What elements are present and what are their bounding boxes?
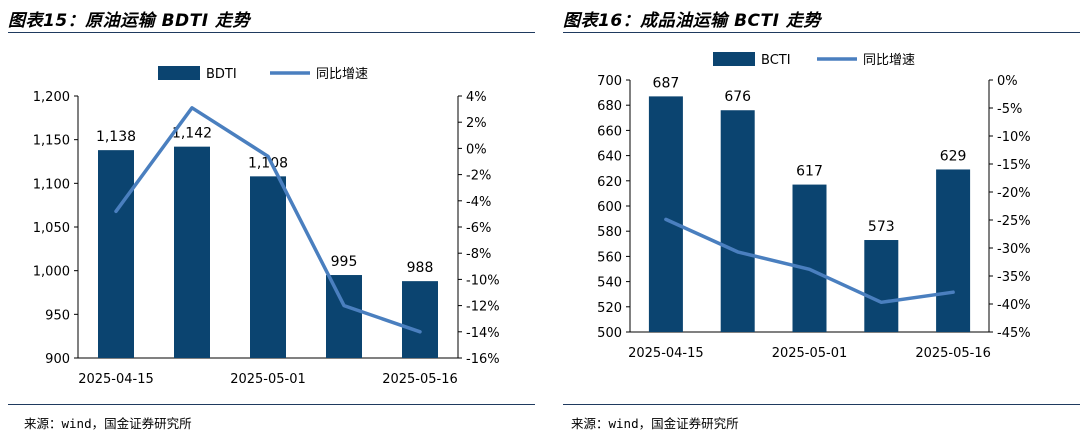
bar-value-label: 995: [331, 254, 358, 270]
y-tick-label: 580: [597, 225, 622, 240]
x-tick-label: 2025-05-01: [772, 346, 848, 361]
y2-tick-label: 0%: [466, 142, 487, 157]
y2-tick-label: -25%: [997, 214, 1031, 229]
chart-panel-bcti: 图表16：成品油运输 BCTI 走势 500 520 540 560 580 600 620…: [543, 0, 1086, 436]
yoy-growth-line: [664, 217, 955, 305]
y2-tick-label: -15%: [997, 158, 1031, 173]
x-tick-label: 2025-05-01: [230, 372, 306, 387]
y-tick-label: 600: [597, 200, 622, 215]
y2-tick-label: -45%: [997, 326, 1031, 341]
bar-value-label: 687: [653, 75, 680, 91]
y-tick-label: 950: [45, 308, 70, 323]
bar-value-label: 573: [868, 219, 895, 235]
figure-title: 图表15：原油运输 BDTI 走势: [8, 11, 250, 31]
legend-label-line: 同比增速: [863, 53, 915, 68]
y-tick-label: 680: [597, 99, 622, 114]
y-tick-label: 1,150: [33, 134, 70, 149]
y2-tick-label: 4%: [466, 90, 487, 105]
bar: [174, 146, 210, 358]
source-rule: [8, 404, 535, 405]
figure-title: 图表16：成品油运输 BCTI 走势: [563, 11, 821, 31]
y2-tick-label: -30%: [997, 242, 1031, 257]
y-tick-label: 560: [597, 250, 622, 265]
y-tick-label: 1,050: [33, 221, 70, 236]
bar-value-label: 1,142: [172, 126, 212, 142]
bar: [864, 240, 899, 332]
legend-swatch-bar: [713, 52, 755, 66]
y-tick-label: 620: [597, 175, 622, 190]
y2-tick-label: -6%: [466, 221, 491, 236]
x-tick-label: 2025-04-15: [628, 346, 704, 361]
y2-tick-label: -20%: [997, 186, 1031, 201]
legend-label-line: 同比增速: [316, 67, 368, 82]
source-rule: [563, 404, 1080, 405]
x-tick-label: 2025-04-15: [78, 372, 154, 387]
bar-value-label: 1,138: [96, 129, 136, 145]
y-tick-label: 900: [45, 352, 70, 367]
y-tick-label: 500: [597, 326, 622, 341]
bar: [250, 176, 286, 358]
bar: [792, 184, 827, 332]
bar-value-label: 676: [724, 89, 751, 105]
bar-value-label: 617: [796, 164, 823, 180]
bar-value-label: 988: [407, 260, 434, 276]
title-rule: [563, 32, 1080, 33]
y2-tick-label: -40%: [997, 298, 1031, 313]
bar-value-label: 1,108: [248, 155, 288, 171]
x-tick-label: 2025-05-16: [382, 372, 458, 387]
bar-value-label: 629: [940, 148, 967, 164]
x-tick-label: 2025-05-16: [915, 346, 991, 361]
legend-label-bar: BCTI: [761, 53, 791, 68]
bar: [720, 110, 755, 333]
yoy-growth-line: [114, 106, 422, 334]
bdti-chart: 900 950 1,000 1,050 1,100 1,150 1,200 -16% -14% -…: [33, 66, 500, 387]
y2-tick-label: -10%: [466, 273, 500, 288]
y2-tick-label: 2%: [466, 116, 487, 131]
y-tick-label: 1,100: [33, 177, 70, 192]
bar: [98, 150, 134, 358]
y2-tick-label: -2%: [466, 169, 491, 184]
y2-tick-label: -16%: [466, 352, 500, 367]
y2-tick-label: -10%: [997, 130, 1031, 145]
y-tick-label: 520: [597, 301, 622, 316]
y-tick-label: 700: [597, 74, 622, 89]
y2-tick-label: -5%: [997, 102, 1022, 117]
y2-tick-label: -4%: [466, 195, 491, 210]
legend-label-bar: BDTI: [206, 67, 237, 82]
y-tick-label: 640: [597, 150, 622, 165]
bar: [326, 275, 362, 358]
y2-tick-label: -8%: [466, 247, 491, 262]
bar: [402, 281, 438, 358]
y-tick-label: 1,000: [33, 265, 70, 280]
y-tick-label: 1,200: [33, 90, 70, 105]
source-note: 来源：wind，国金证券研究所: [24, 416, 192, 431]
chart-panel-bdti: 图表15：原油运输 BDTI 走势 900 950 1,000 1,050 1,100 1…: [8, 11, 535, 431]
y2-tick-label: -12%: [466, 300, 500, 315]
y2-tick-label: -14%: [466, 326, 500, 341]
y2-tick-label: -35%: [997, 270, 1031, 285]
legend-swatch-bar: [158, 66, 200, 80]
source-note: 来源：wind，国金证券研究所: [571, 416, 739, 431]
y2-tick-label: 0%: [997, 74, 1018, 89]
bcti-chart: 500 520 540 560 580 600 620 640 660 680 700 -45% -40…: [597, 52, 1031, 361]
bar: [936, 169, 971, 332]
title-rule: [8, 32, 535, 33]
y-tick-label: 660: [597, 124, 622, 139]
bar: [648, 96, 683, 332]
y-tick-label: 540: [597, 276, 622, 291]
